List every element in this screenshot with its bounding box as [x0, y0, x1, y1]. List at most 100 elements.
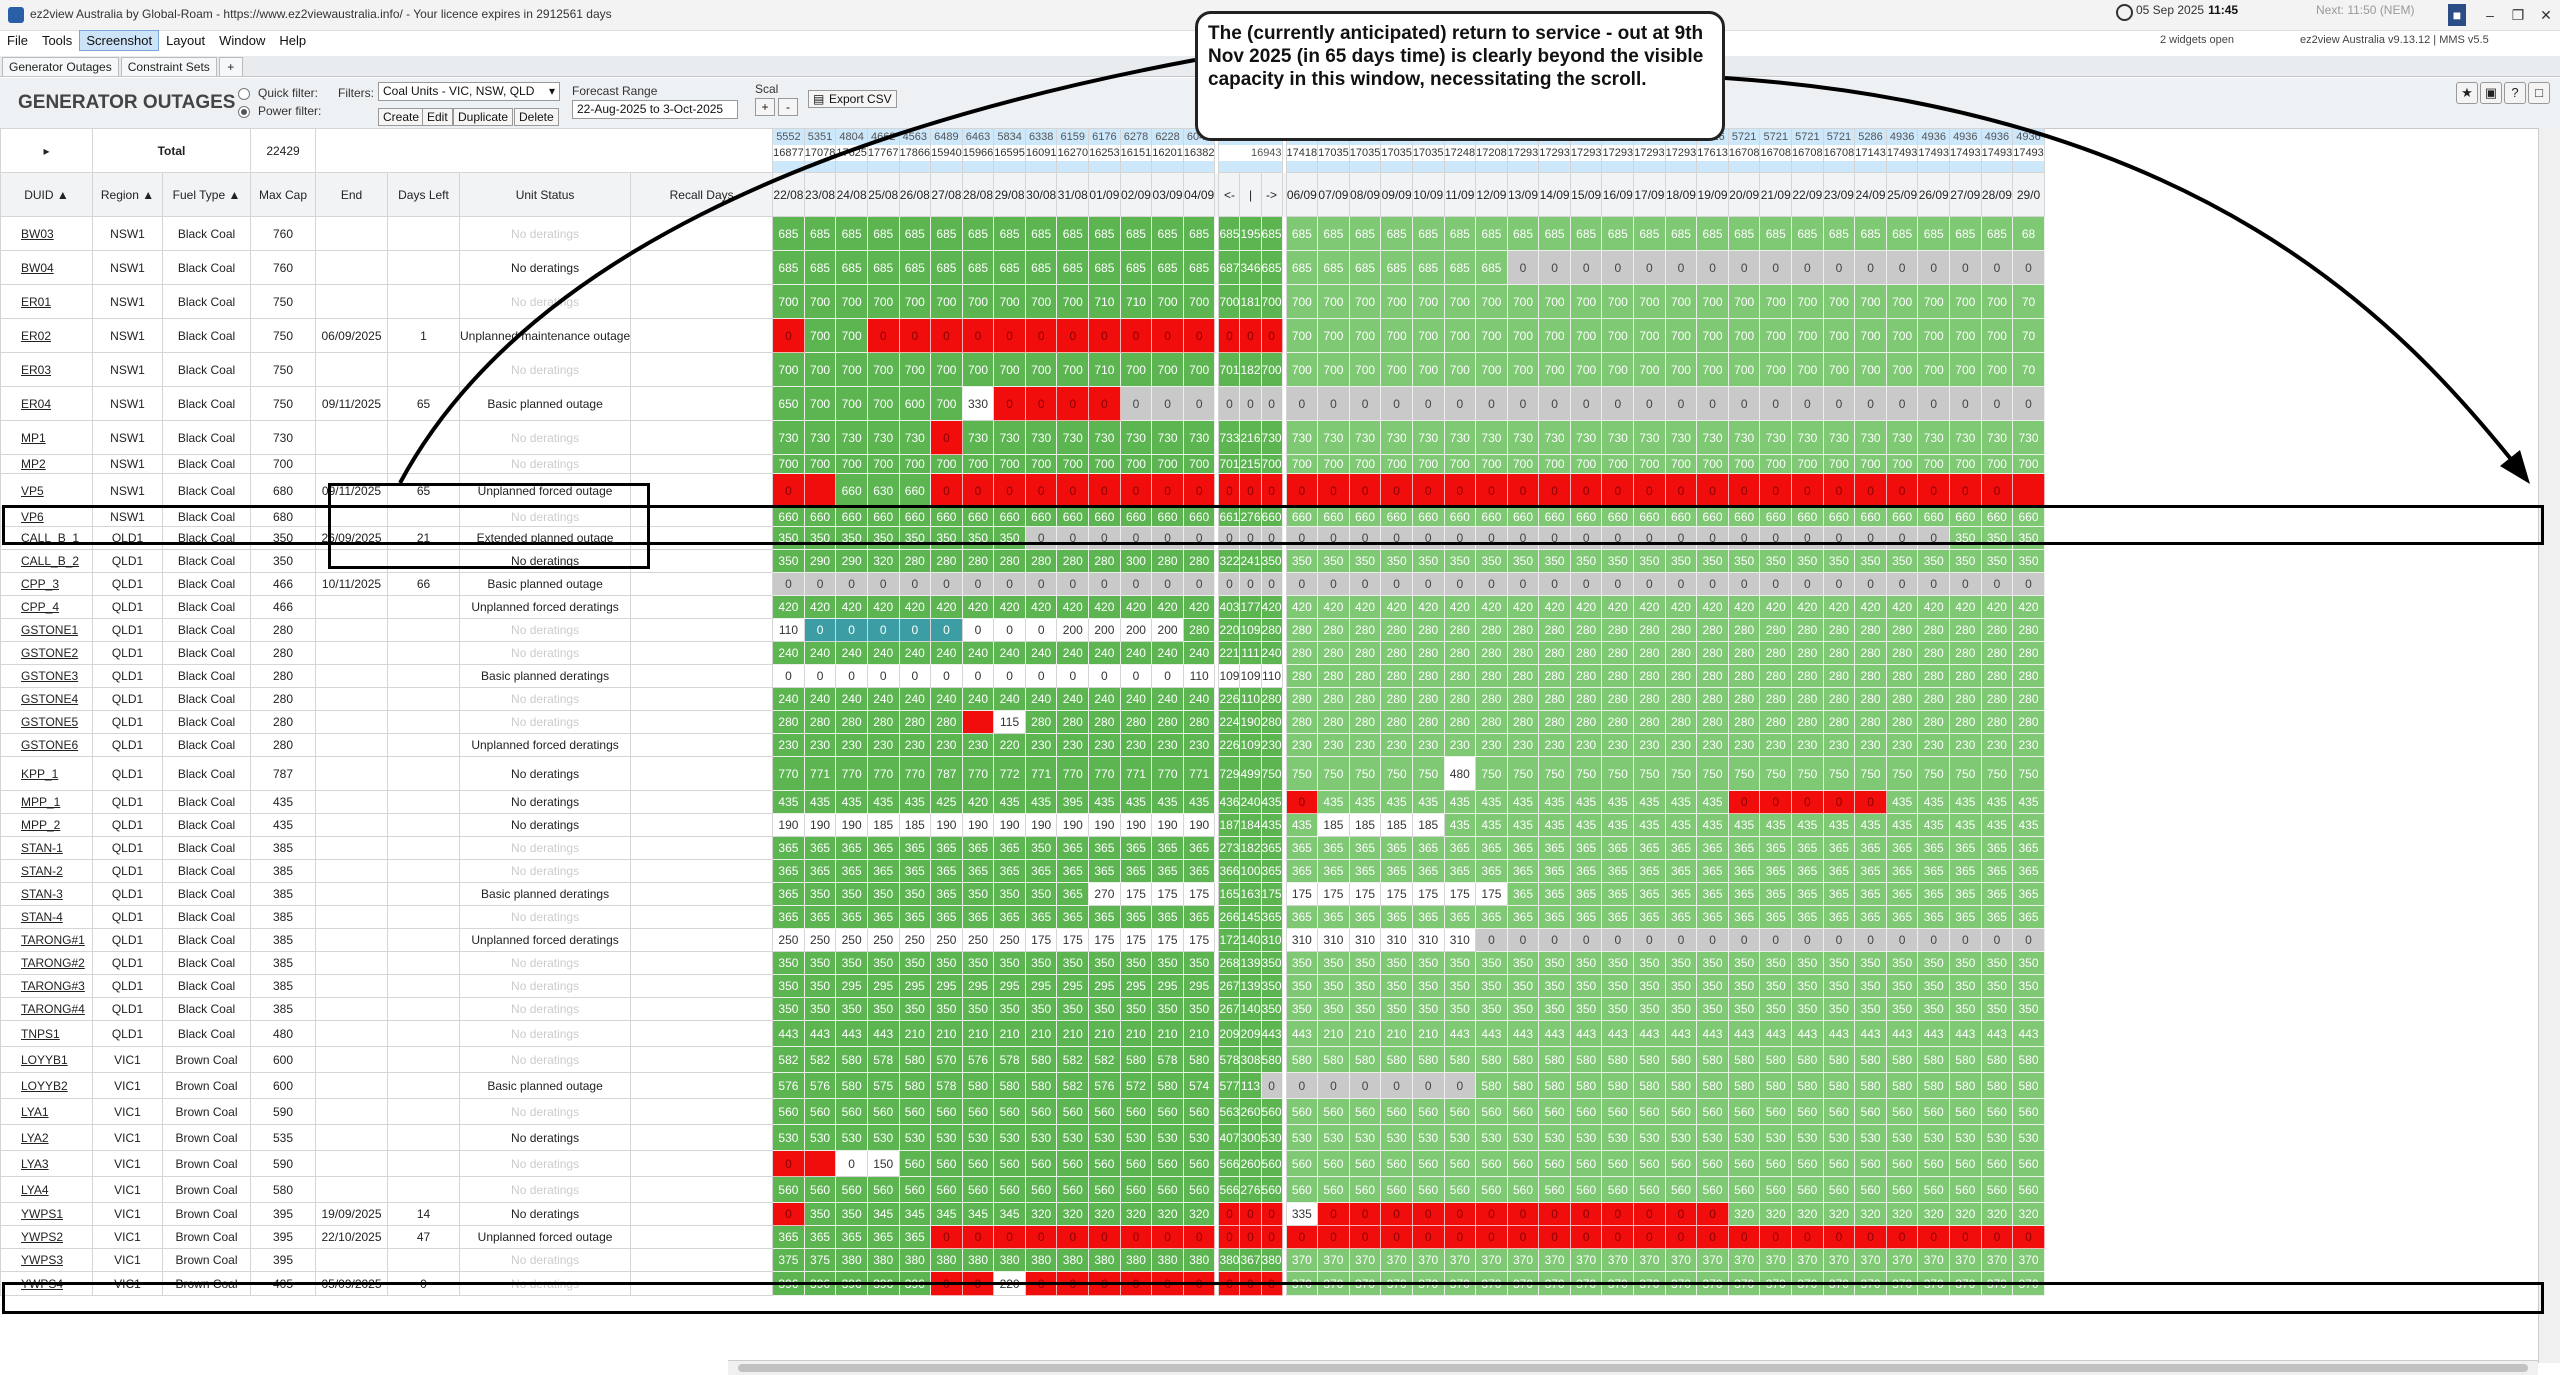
date-header[interactable]: 19/09	[1696, 172, 1729, 217]
date-header[interactable]: 13/09	[1506, 172, 1540, 217]
table-row[interactable]: ER04 NSW1 Black Coal 750 09/11/2025 65 Basic p…	[0, 386, 2045, 421]
menu-screenshot[interactable]: Screenshot	[79, 30, 160, 51]
duid-link[interactable]: KPP_1	[0, 756, 93, 791]
restore-icon[interactable]: ❐	[2511, 7, 2525, 23]
date-header[interactable]: 20/09	[1727, 172, 1761, 217]
export-csv-button[interactable]: ▤ Export CSV	[808, 90, 897, 108]
table-row[interactable]: BW04 NSW1 Black Coal 760 No deratings 685 685 6…	[0, 250, 2045, 285]
date-header[interactable]: 07/09	[1317, 172, 1350, 217]
date-header[interactable]: 15/09	[1569, 172, 1603, 217]
minimize-icon[interactable]: –	[2486, 7, 2494, 23]
menu-help[interactable]: Help	[279, 33, 307, 48]
capacity-cell: 0	[1348, 386, 1382, 421]
table-row[interactable]: VP5 NSW1 Black Coal 680 09/11/2025 65 Unplanne…	[0, 473, 2045, 508]
date-header[interactable]: 21/09	[1759, 172, 1793, 217]
duid-link[interactable]: VP5	[0, 473, 93, 508]
date-header[interactable]: 28/09	[1980, 172, 2014, 217]
edit-button[interactable]: Edit	[422, 108, 453, 126]
capacity-cell: 750	[1475, 756, 1508, 791]
duid-link[interactable]: CALL_B_2	[0, 549, 93, 573]
table-row[interactable]: GSTONE2 QLD1 Black Coal 280 No deratings 240 2…	[0, 641, 2045, 665]
date-header[interactable]: 01/09	[1088, 172, 1121, 217]
chat-icon[interactable]: □	[2528, 82, 2550, 104]
filter-select[interactable]: Coal Units - VIC, NSW, QLD ▾	[378, 82, 560, 101]
column-header-maxcap[interactable]: Max Cap	[250, 172, 316, 217]
tab-constraint-sets[interactable]: Constraint Sets	[120, 57, 217, 76]
date-header[interactable]: 10/09	[1411, 172, 1445, 217]
add-tab-button[interactable]: +	[218, 57, 243, 76]
date-header[interactable]: 25/09	[1885, 172, 1919, 217]
table-row[interactable]: GSTONE5 QLD1 Black Coal 280 No deratings 280 2…	[0, 710, 2045, 734]
nav-bar[interactable]: |	[1239, 172, 1262, 217]
app-badge-icon[interactable]: ■	[2448, 4, 2466, 26]
tab-generator-outages[interactable]: Generator Outages	[2, 57, 119, 76]
menu-layout[interactable]: Layout	[166, 33, 206, 48]
date-header[interactable]: 26/09	[1917, 172, 1951, 217]
column-header-unitstatus[interactable]: Unit Status	[458, 172, 632, 217]
star-icon[interactable]: ★	[2456, 82, 2478, 104]
table-row[interactable]: BW03 NSW1 Black Coal 760 No deratings 685 685 6…	[0, 216, 2045, 251]
duid-link[interactable]: GSTONE2	[0, 641, 93, 665]
menu-window[interactable]: Window	[219, 33, 266, 48]
duplicate-button[interactable]: Duplicate	[453, 108, 514, 126]
column-header-fuel[interactable]: Fuel Type ▲	[162, 172, 251, 217]
date-header[interactable]: 23/08	[803, 172, 837, 217]
table-row[interactable]: KPP_1 QLD1 Black Coal 787 No deratings 770 771…	[0, 756, 2045, 791]
date-header[interactable]: 03/09	[1151, 172, 1184, 217]
duid-link[interactable]: CALL_B_1	[0, 526, 93, 550]
table-row[interactable]: ER03 NSW1 Black Coal 750 No deratings 700 700 7…	[0, 352, 2045, 387]
expand-icon[interactable]: ▸	[0, 128, 93, 173]
table-row[interactable]: GSTONE1 QLD1 Black Coal 280 No deratings 110 0…	[0, 618, 2045, 642]
column-header-daysleft[interactable]: Days Left	[387, 172, 460, 217]
create-button[interactable]: Create	[378, 108, 425, 126]
quick-filter-radio[interactable]	[238, 88, 250, 100]
duid-link[interactable]: ER04	[0, 386, 93, 421]
table-row[interactable]: GSTONE6 QLD1 Black Coal 280 Unplanned forced…	[0, 733, 2045, 757]
date-header[interactable]: 24/09	[1854, 172, 1887, 217]
table-row[interactable]: ER02 NSW1 Black Coal 750 06/09/2025 1 Unplanne…	[0, 318, 2045, 353]
table-row[interactable]: GSTONE4 QLD1 Black Coal 280 No deratings 240 2…	[0, 687, 2045, 711]
date-header[interactable]: 30/08	[1024, 172, 1058, 217]
column-header-end[interactable]: End	[315, 172, 388, 217]
zoom-out-button[interactable]: -	[778, 98, 798, 116]
delete-button[interactable]: Delete	[514, 108, 559, 126]
duid-link[interactable]: BW03	[0, 216, 93, 251]
table-row[interactable]: CALL_B_2 QLD1 Black Coal 350 No deratings 350…	[0, 549, 2045, 573]
date-header[interactable]: 27/08	[930, 172, 963, 217]
table-row[interactable]: CPP_4 QLD1 Black Coal 466 Unplanned forced d…	[0, 595, 2045, 619]
menu-tools[interactable]: Tools	[41, 33, 73, 48]
date-header[interactable]: 26/08	[898, 172, 932, 217]
column-header-duid[interactable]: DUID ▲	[0, 172, 93, 217]
date-header[interactable]: 29/08	[993, 172, 1026, 217]
date-header[interactable]: 29/0	[2012, 172, 2045, 217]
forecast-range-select[interactable]: 22-Aug-2025 to 3-Oct-2025	[572, 100, 738, 119]
date-header[interactable]: 17/09	[1633, 172, 1666, 217]
date-header[interactable]: 22/09	[1791, 172, 1824, 217]
date-header[interactable]: 28/08	[961, 172, 995, 217]
help-icon[interactable]: ?	[2504, 82, 2526, 104]
table-row[interactable]: VP6 NSW1 Black Coal 680 No deratings 660 660 66…	[0, 507, 2045, 527]
date-header[interactable]: 12/09	[1475, 172, 1508, 217]
power-filter-radio[interactable]	[238, 106, 250, 118]
duid-link[interactable]: ER03	[0, 352, 93, 387]
date-header[interactable]: 25/08	[866, 172, 900, 217]
recall-days-cell	[630, 386, 774, 421]
capacity-cell: 0	[1759, 386, 1793, 421]
date-header[interactable]: 14/09	[1538, 172, 1571, 217]
duid-link[interactable]: ER01	[0, 284, 93, 319]
menu-file[interactable]: File	[7, 33, 28, 48]
date-header[interactable]: 18/09	[1664, 172, 1698, 217]
camera-icon[interactable]: ▣	[2480, 82, 2502, 104]
column-header-region[interactable]: Region ▲	[92, 172, 163, 217]
table-row[interactable]: ER01 NSW1 Black Coal 750 No deratings 700 700 7…	[0, 284, 2045, 319]
duid-link[interactable]: GSTONE4	[0, 687, 93, 711]
duid-link[interactable]: CPP_4	[0, 595, 93, 619]
close-icon[interactable]: ✕	[2540, 7, 2552, 23]
duid-link[interactable]: ER02	[0, 318, 93, 353]
date-header[interactable]: 31/08	[1056, 172, 1090, 217]
date-header[interactable]: 23/09	[1822, 172, 1856, 217]
nav-prev-button[interactable]: <-	[1218, 172, 1241, 217]
scale-label: Scal	[755, 82, 779, 96]
zoom-in-button[interactable]: +	[755, 98, 775, 116]
date-header[interactable]: 16/09	[1601, 172, 1635, 217]
